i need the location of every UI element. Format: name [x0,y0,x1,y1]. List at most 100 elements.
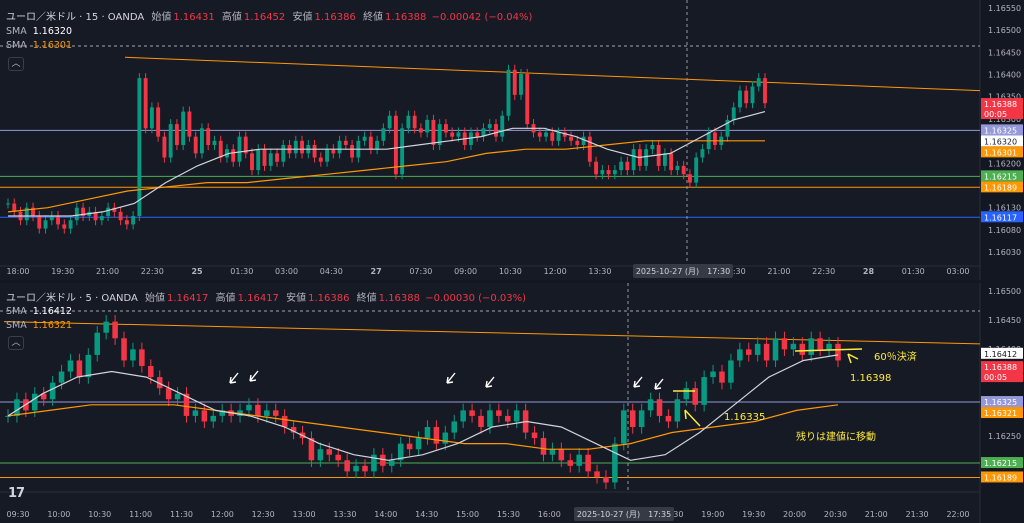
chevron-up-icon[interactable]: ︿ [8,336,24,350]
time-tick-label: 14:30 [415,510,438,519]
time-tick-label: 03:00 [275,267,298,276]
candle-body [121,338,127,361]
candle-body [612,170,617,175]
candle-body [312,145,317,158]
candle-body [475,132,480,137]
time-tick-label: 20:00 [783,510,806,519]
candle-body [281,145,286,162]
price-label-badge [981,471,1023,483]
candle-body [67,360,74,372]
candle-body [368,136,373,150]
low-value: 1.16386 [308,293,350,304]
time-tick-label: 10:30 [499,267,522,276]
candle-body [603,476,609,483]
chevron-up-icon[interactable]: ︿ [8,57,24,71]
price-tick-label: 1.16350 [988,93,1021,102]
chart-canvas-5m[interactable]: 1.165001.164501.164001.163501.163001.162… [0,283,1024,523]
sma-legend-2[interactable]: SMA 1.16301 [6,40,72,51]
candle-body [344,460,350,472]
price-label-badge [981,181,1023,193]
change-value: −0.00030 (−0.03%) [425,293,527,304]
price-label-countdown: 00:05 [984,110,1007,119]
candle-body [562,132,567,137]
time-tick-label: 15:00 [456,510,479,519]
chart-canvas-15m[interactable]: 1.165501.165001.164501.164001.163501.163… [0,0,1024,280]
time-tick-label: 21:30 [906,510,929,519]
candle-body [550,132,555,141]
time-tick-label: 19:00 [701,510,724,519]
candle-body [808,338,814,355]
price-tick-label: 1.16250 [988,432,1021,441]
candle-body [6,203,10,205]
tradingview-logo[interactable]: 17 [8,486,25,501]
candle-body [437,124,442,145]
candle-body [331,149,336,154]
symbol-title[interactable]: ユーロ／米ドル · 5 · OANDA [6,293,138,304]
candle-body [433,427,440,444]
candle-body [174,393,181,400]
time-tick-label: 12:00 [211,510,234,519]
sma-slow-line [7,140,765,213]
time-tick-label: 22:30 [141,267,164,276]
candle-body [255,404,261,416]
candle-body [781,338,788,350]
chart-panel-5m[interactable]: 1.165001.164501.164001.163501.163001.162… [0,283,1024,523]
candle-body [165,388,172,400]
candle-body [451,421,458,433]
candle-body [58,371,65,383]
price-label-text: 1.16388 [984,100,1017,109]
candle-body [262,149,267,166]
sma-legend-1[interactable]: SMA 1.16320 [6,26,72,37]
time-tick-label: 19:30 [723,267,746,276]
time-tick-label: 11:30 [170,510,193,519]
time-tick-label: 09:00 [454,267,477,276]
trendline [124,56,981,92]
sma-legend-1[interactable]: SMA 1.16412 [6,306,72,317]
low-value: 1.16386 [314,12,356,23]
candle-body [106,207,111,217]
time-tick-label: 10:00 [47,510,70,519]
symbol-title[interactable]: ユーロ／米ドル · 15 · OANDA [6,12,145,23]
candle-body [513,410,520,422]
candle-body [225,149,229,158]
candle-body [353,465,359,472]
price-label-badge [981,396,1023,408]
price-label-badge [981,124,1023,136]
candle-body [76,360,83,378]
candle-body [337,140,342,154]
chart-panel-15m[interactable]: 1.16550 1.16500 1.16450 1.16400 1.16350 1.163… [0,0,1024,280]
candle-body [272,410,279,416]
candle-body [156,107,161,137]
candle-body [750,86,755,104]
sma-legend-2[interactable]: SMA 1.16321 [6,320,72,331]
candle-body [460,410,466,422]
time-tick-label: 19:30 [742,510,765,519]
candle-body [728,360,734,383]
open-label: 始値 [151,12,172,23]
candle-body [5,415,11,417]
candle-body [193,136,198,154]
sma-label: SMA [6,320,27,331]
time-tick-label: 12:30 [252,510,275,519]
candle-body [201,410,208,422]
candle-body [681,165,686,175]
candle-body [74,207,79,221]
candle-body [525,73,530,125]
candle-body [317,449,324,461]
candle-body [131,216,136,225]
price-label-text: 1.16388 [984,363,1017,372]
candle-body [531,432,538,439]
candle-body [406,115,411,129]
candle-body [556,132,561,141]
candle-body [325,149,330,162]
time-tick-label: 21:00 [865,510,888,519]
candle-body [606,170,611,175]
candle-body [506,69,511,116]
sma-value: 1.16320 [32,26,73,37]
candle-body [174,124,179,145]
candle-body [835,343,841,361]
candle-body [343,140,348,145]
time-tick-label: 16:00 [538,510,561,519]
arrow-icon [847,353,859,364]
candle-body [99,216,104,221]
